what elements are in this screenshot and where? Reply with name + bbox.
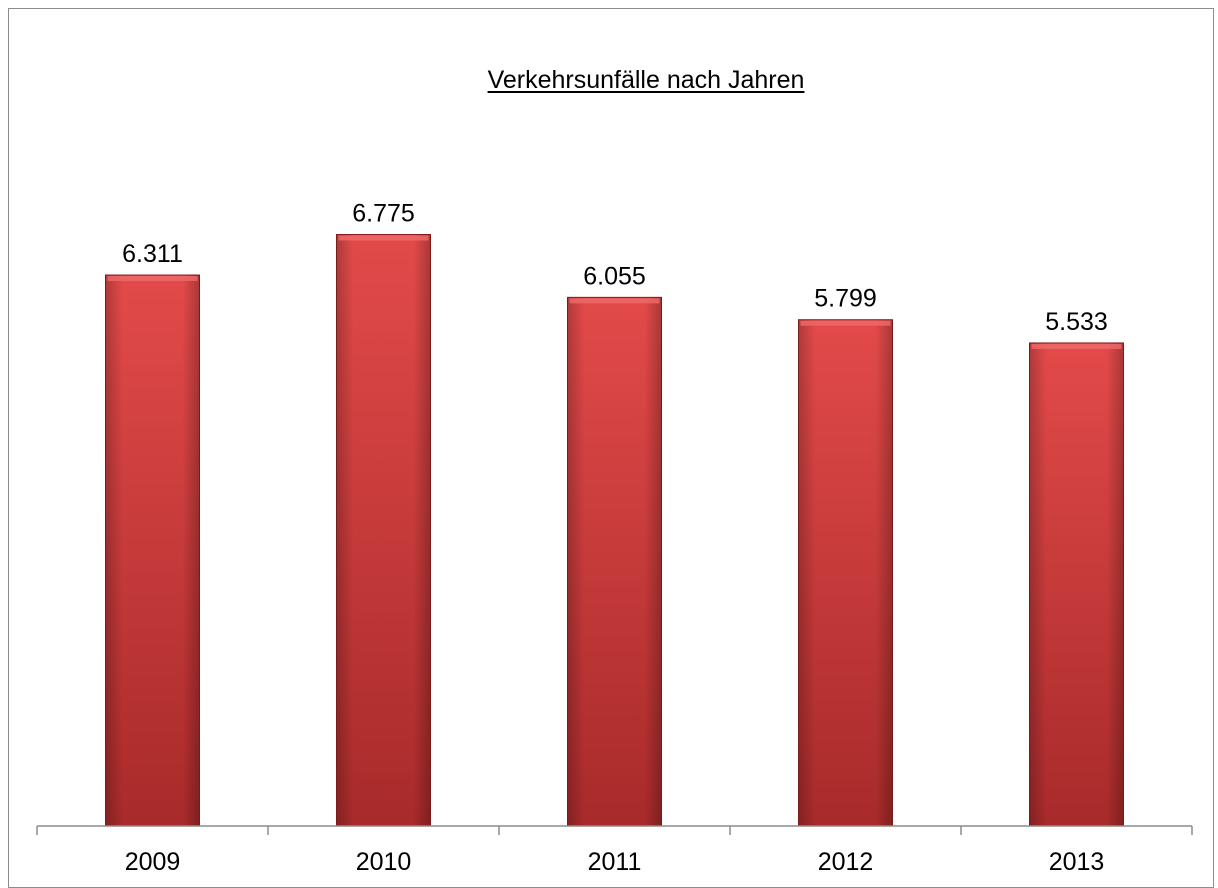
bar-shade <box>567 297 662 826</box>
bar-shade <box>798 319 893 826</box>
bar-2012 <box>798 319 893 827</box>
bar-2011 <box>567 296 662 827</box>
value-label: 6.055 <box>583 262 646 290</box>
x-tick-label: 2010 <box>356 848 412 876</box>
bar-2009 <box>105 274 200 827</box>
bar-bevel <box>338 235 429 241</box>
bars-layer <box>105 233 1124 827</box>
value-label: 5.533 <box>1045 308 1108 336</box>
value-label: 6.311 <box>122 240 183 268</box>
x-tick-label: 2013 <box>1049 848 1105 876</box>
x-tick-label: 2012 <box>818 848 874 876</box>
bar-2013 <box>1029 342 1124 827</box>
bar-shade <box>105 275 200 826</box>
bar-bevel <box>107 276 198 282</box>
bar-shade <box>1029 342 1124 826</box>
chart-title: Verkehrsunfälle nach Jahren <box>487 66 805 94</box>
x-axis <box>36 825 1193 835</box>
bar-bevel <box>1031 343 1122 349</box>
x-tick-label: 2011 <box>588 848 642 876</box>
value-label: 6.775 <box>352 199 415 227</box>
x-tick-label: 2009 <box>125 848 181 876</box>
bar-shade <box>336 234 431 827</box>
value-labels: 6.311 2009 6.775 2010 6.055 2011 5.799 2012 5.53… <box>122 199 1108 876</box>
bar-2010 <box>336 233 431 827</box>
bar-bevel <box>800 320 891 326</box>
bar-bevel <box>569 298 660 304</box>
value-label: 5.799 <box>814 285 877 313</box>
